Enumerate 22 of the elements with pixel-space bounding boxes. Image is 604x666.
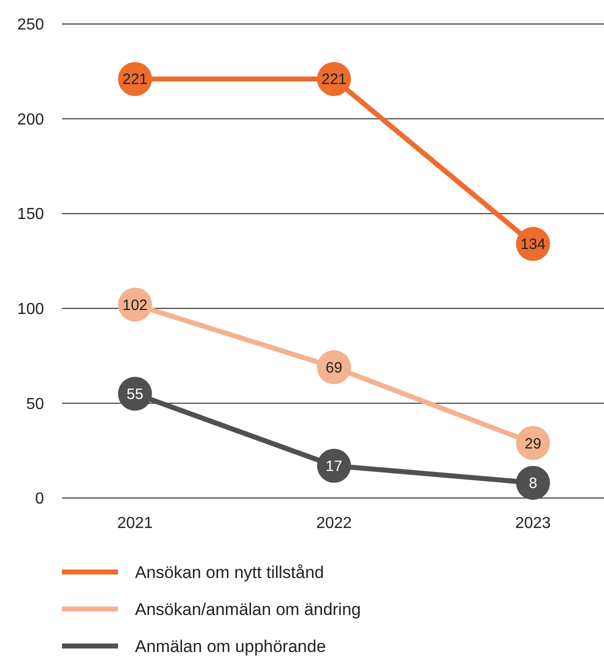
point — [516, 466, 550, 500]
y-tick-label: 0 — [35, 490, 44, 508]
data-label: 8 — [528, 475, 538, 492]
data-label: 69 — [326, 359, 342, 376]
data-label: 17 — [326, 458, 342, 476]
data-label: 102 — [122, 296, 148, 314]
y-tick-label: 150 — [17, 206, 44, 224]
x-tick-label: 2022 — [316, 515, 352, 532]
y-tick-label: 100 — [17, 301, 44, 318]
legend-label: Anmälan om upphörande — [135, 636, 326, 656]
legend-label: Ansökan om nytt tillstånd — [135, 562, 324, 582]
x-tick-label: 2021 — [117, 515, 153, 532]
data-label: 134 — [520, 236, 546, 254]
data-label: 221 — [122, 71, 148, 88]
data-label: 55 — [126, 386, 144, 403]
legend-label: Ansökan/anmälan om ändring — [135, 600, 361, 619]
y-tick-label: 50 — [26, 396, 44, 413]
y-tick-label: 200 — [17, 111, 44, 128]
y-tick-label: 250 — [17, 16, 44, 34]
x-tick-label: 2023 — [515, 515, 551, 532]
data-label: 29 — [524, 435, 542, 452]
data-label: 221 — [321, 71, 347, 88]
